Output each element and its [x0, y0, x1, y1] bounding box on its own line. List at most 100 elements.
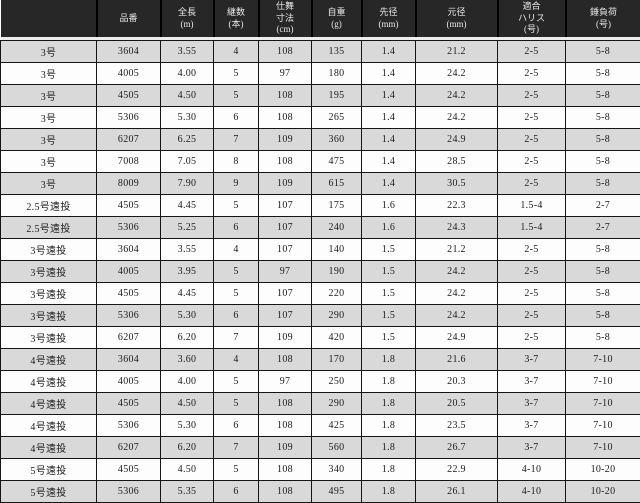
header-model — [1, 0, 97, 37]
cell-weight: 615 — [312, 173, 362, 195]
cell-sinker-range: 7-10 — [566, 437, 640, 459]
cell-butt-diameter: 21.6 — [416, 349, 498, 371]
cell-leader-range: 2-5 — [498, 239, 566, 261]
cell-butt-diameter: 24.9 — [416, 327, 498, 349]
cell-leader-range: 2-5 — [498, 129, 566, 151]
cell-sinker-range: 2-7 — [566, 217, 640, 239]
cell-sections: 6 — [214, 415, 259, 437]
cell-tip-diameter: 1.4 — [362, 85, 416, 107]
cell-sinker-range: 5-8 — [566, 85, 640, 107]
cell-sections: 6 — [214, 305, 259, 327]
cell-weight: 195 — [312, 85, 362, 107]
cell-butt-diameter: 24.2 — [416, 261, 498, 283]
cell-full-length: 4.50 — [161, 393, 214, 415]
cell-weight: 360 — [312, 129, 362, 151]
cell-sinker-range: 5-8 — [566, 283, 640, 305]
cell-full-length: 5.30 — [161, 305, 214, 327]
cell-leader-range: 3-7 — [498, 437, 566, 459]
cell-sections: 5 — [214, 283, 259, 305]
cell-sinker-range: 5-8 — [566, 63, 640, 85]
cell-sinker-range: 7-10 — [566, 393, 640, 415]
cell-butt-diameter: 23.5 — [416, 415, 498, 437]
cell-full-length: 3.60 — [161, 349, 214, 371]
cell-item-no: 5306 — [97, 481, 161, 503]
cell-tip-diameter: 1.8 — [362, 481, 416, 503]
cell-model: 2.5号遠投 — [1, 195, 97, 217]
cell-closed-length: 108 — [259, 481, 312, 503]
cell-weight: 175 — [312, 195, 362, 217]
cell-butt-diameter: 24.2 — [416, 85, 498, 107]
cell-leader-range: 2-5 — [498, 327, 566, 349]
cell-closed-length: 107 — [259, 239, 312, 261]
cell-sinker-range: 7-10 — [566, 415, 640, 437]
cell-butt-diameter: 24.9 — [416, 129, 498, 151]
cell-item-no: 3604 — [97, 239, 161, 261]
cell-full-length: 6.20 — [161, 437, 214, 459]
cell-butt-diameter: 26.7 — [416, 437, 498, 459]
cell-butt-diameter: 21.2 — [416, 41, 498, 63]
cell-tip-diameter: 1.4 — [362, 63, 416, 85]
cell-sections: 6 — [214, 107, 259, 129]
cell-model: 4号遠投 — [1, 393, 97, 415]
cell-model: 2.5号遠投 — [1, 217, 97, 239]
cell-tip-diameter: 1.4 — [362, 151, 416, 173]
cell-full-length: 4.00 — [161, 371, 214, 393]
cell-model: 3号遠投 — [1, 327, 97, 349]
cell-item-no: 3604 — [97, 41, 161, 63]
cell-sections: 9 — [214, 173, 259, 195]
cell-leader-range: 2-5 — [498, 107, 566, 129]
cell-tip-diameter: 1.5 — [362, 283, 416, 305]
cell-closed-length: 108 — [259, 393, 312, 415]
cell-model: 3号遠投 — [1, 283, 97, 305]
cell-closed-length: 97 — [259, 63, 312, 85]
cell-item-no: 4505 — [97, 85, 161, 107]
header-sections: 継数 (本) — [214, 0, 259, 37]
cell-sinker-range: 5-8 — [566, 173, 640, 195]
cell-sinker-range: 5-8 — [566, 107, 640, 129]
cell-leader-range: 3-7 — [498, 393, 566, 415]
cell-item-no: 4505 — [97, 283, 161, 305]
cell-weight: 135 — [312, 41, 362, 63]
cell-full-length: 5.30 — [161, 107, 214, 129]
cell-tip-diameter: 1.5 — [362, 305, 416, 327]
cell-tip-diameter: 1.8 — [362, 349, 416, 371]
cell-sections: 5 — [214, 195, 259, 217]
cell-closed-length: 109 — [259, 173, 312, 195]
cell-sections: 5 — [214, 261, 259, 283]
cell-weight: 140 — [312, 239, 362, 261]
header-item-no: 品番 — [97, 0, 161, 37]
cell-closed-length: 97 — [259, 371, 312, 393]
cell-weight: 265 — [312, 107, 362, 129]
cell-leader-range: 4-10 — [498, 481, 566, 503]
cell-closed-length: 108 — [259, 107, 312, 129]
cell-butt-diameter: 20.5 — [416, 393, 498, 415]
cell-leader-range: 3-7 — [498, 371, 566, 393]
header-row: 品番全長 (m)継数 (本)仕舞 寸法 (cm)自重 (g)先径 (mm)元径 … — [1, 0, 640, 37]
cell-weight: 495 — [312, 481, 362, 503]
cell-closed-length: 109 — [259, 327, 312, 349]
cell-item-no: 6207 — [97, 327, 161, 349]
cell-tip-diameter: 1.6 — [362, 195, 416, 217]
cell-sinker-range: 5-8 — [566, 327, 640, 349]
cell-sections: 5 — [214, 393, 259, 415]
cell-full-length: 3.95 — [161, 261, 214, 283]
table-header: 品番全長 (m)継数 (本)仕舞 寸法 (cm)自重 (g)先径 (mm)元径 … — [1, 0, 640, 37]
cell-item-no: 5306 — [97, 415, 161, 437]
cell-full-length: 3.55 — [161, 41, 214, 63]
cell-weight: 290 — [312, 393, 362, 415]
cell-closed-length: 107 — [259, 195, 312, 217]
cell-item-no: 6207 — [97, 437, 161, 459]
